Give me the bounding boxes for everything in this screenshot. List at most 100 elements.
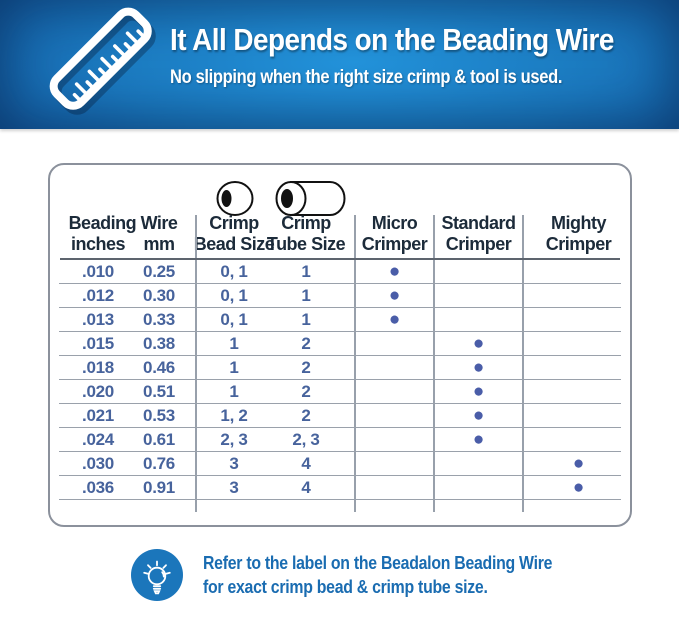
header-crimp-tube-size: Crimp Tube Size (251, 213, 361, 255)
column-divider (433, 215, 435, 512)
tip-line2: for exact crimp bead & crimp tube size. (203, 577, 488, 597)
tip-line1: Refer to the label on the Beadalon Beadi… (203, 553, 553, 573)
header-mm: mm (143, 234, 175, 254)
header-crimp-bead-line1: Crimp (209, 213, 259, 233)
table-row: .012 0.30 0, 1 1 ● (50, 284, 630, 308)
tip-text: Refer to the label on the Beadalon Beadi… (203, 551, 552, 599)
cell-crimp-tube-size: 1 (301, 262, 311, 281)
column-divider (522, 215, 524, 512)
cell-crimp-bead-size: 0, 1 (220, 286, 248, 305)
cell-inches: .036 (82, 478, 114, 497)
header-crimp-tube-line2: Tube Size (266, 234, 346, 254)
column-divider (195, 215, 197, 512)
header-micro-line1: Micro (371, 213, 418, 233)
header-standard-line1: Standard (441, 213, 516, 233)
mighty-crimper-dot: ● (572, 453, 585, 474)
mighty-crimper-dot (528, 284, 629, 308)
cell-crimp-tube-size: 4 (301, 454, 311, 473)
header-standard-crimper: Standard Crimper (426, 213, 531, 255)
cell-inches: .013 (82, 310, 114, 329)
mighty-crimper-dot (528, 308, 629, 332)
header-micro-line2: Crimper (361, 234, 428, 254)
table-row: .030 0.76 3 4 ● (50, 452, 630, 476)
banner-subtitle: No slipping when the right size crimp & … (170, 67, 563, 88)
table-body: .010 0.25 0, 1 1 ● .012 0.30 0, 1 1 ● .0… (50, 260, 630, 500)
cell-crimp-bead-size: 1 (229, 358, 239, 377)
cell-crimp-tube-size: 2 (301, 406, 311, 425)
lightbulb-icon (143, 560, 171, 595)
cell-crimp-tube-size: 1 (301, 310, 311, 329)
header-inches: inches (70, 234, 126, 254)
cell-crimp-tube-size: 4 (301, 478, 311, 497)
mighty-crimper-dot (528, 356, 629, 380)
cell-inches: .020 (82, 382, 114, 401)
mighty-crimper-dot (528, 380, 629, 404)
cell-crimp-bead-size: 3 (229, 478, 239, 497)
header-crimp-tube-line1: Crimp (281, 213, 331, 233)
header-mighty-line2: Crimper (545, 234, 612, 254)
micro-crimper-dot: ● (388, 261, 401, 282)
mighty-crimper-dot (528, 260, 629, 284)
cell-crimp-tube-size: 2 (301, 358, 311, 377)
cell-crimp-tube-size: 2, 3 (292, 430, 320, 449)
cell-crimp-bead-size: 0, 1 (220, 310, 248, 329)
standard-crimper-dot (428, 284, 529, 308)
standard-crimper-dot (428, 452, 529, 476)
cell-crimp-bead-size: 1 (229, 382, 239, 401)
cell-mm: 0.46 (143, 358, 175, 377)
micro-crimper-dot: ● (388, 309, 401, 330)
micro-crimper-dot: ● (388, 285, 401, 306)
table-row: .015 0.38 1 2 ● (50, 332, 630, 356)
header-beading-wire: Beading Wire (68, 213, 178, 233)
standard-crimper-dot: ● (472, 333, 485, 354)
standard-crimper-dot: ● (472, 381, 485, 402)
standard-crimper-dot: ● (472, 405, 485, 426)
table-row: .021 0.53 1, 2 2 ● (50, 404, 630, 428)
cell-mm: 0.76 (143, 454, 175, 473)
cell-inches: .024 (82, 430, 114, 449)
table-row: .010 0.25 0, 1 1 ● (50, 260, 630, 284)
header-standard-line2: Crimper (445, 234, 512, 254)
mighty-crimper-dot (528, 428, 629, 452)
header-micro-crimper: Micro Crimper (342, 213, 447, 255)
cell-mm: 0.38 (143, 334, 175, 353)
cell-crimp-bead-size: 0, 1 (220, 262, 248, 281)
cell-inches: .030 (82, 454, 114, 473)
ruler-icon (49, 7, 156, 115)
table-row: .020 0.51 1 2 ● (50, 380, 630, 404)
cell-mm: 0.25 (143, 262, 175, 281)
cell-crimp-bead-size: 1, 2 (220, 406, 248, 425)
standard-crimper-dot (428, 308, 529, 332)
cell-mm: 0.61 (143, 430, 175, 449)
table-row: .036 0.91 3 4 ● (50, 476, 630, 500)
cell-mm: 0.53 (143, 406, 175, 425)
banner-text: It All Depends on the Beading Wire No sl… (170, 22, 663, 89)
crimp-tube-icon (275, 181, 346, 216)
cell-crimp-bead-size: 2, 3 (220, 430, 248, 449)
cell-mm: 0.33 (143, 310, 175, 329)
crimp-bead-icon (216, 181, 254, 216)
mighty-crimper-dot (528, 332, 629, 356)
cell-crimp-bead-size: 3 (229, 454, 239, 473)
mighty-crimper-dot (528, 404, 629, 428)
cell-crimp-tube-size: 2 (301, 382, 311, 401)
cell-crimp-tube-size: 1 (301, 286, 311, 305)
cell-crimp-bead-size: 1 (229, 334, 239, 353)
column-divider (354, 215, 356, 512)
table-row: .013 0.33 0, 1 1 ● (50, 308, 630, 332)
cell-crimp-tube-size: 2 (301, 334, 311, 353)
table-row: .024 0.61 2, 3 2, 3 ● (50, 428, 630, 452)
banner: It All Depends on the Beading Wire No sl… (0, 0, 679, 129)
standard-crimper-dot (428, 260, 529, 284)
tip-icon-circle (131, 549, 183, 601)
standard-crimper-dot (428, 476, 529, 500)
mighty-crimper-dot: ● (572, 477, 585, 498)
header-underline (60, 258, 620, 260)
cell-inches: .021 (82, 406, 114, 425)
cell-inches: .010 (82, 262, 114, 281)
cell-inches: .012 (82, 286, 114, 305)
table-row: .018 0.46 1 2 ● (50, 356, 630, 380)
size-chart-card: Beading Wire inches mm Crimp Bead Size C… (48, 163, 632, 527)
banner-title: It All Depends on the Beading Wire (170, 22, 614, 57)
header-mighty-line1: Mighty (551, 213, 607, 233)
